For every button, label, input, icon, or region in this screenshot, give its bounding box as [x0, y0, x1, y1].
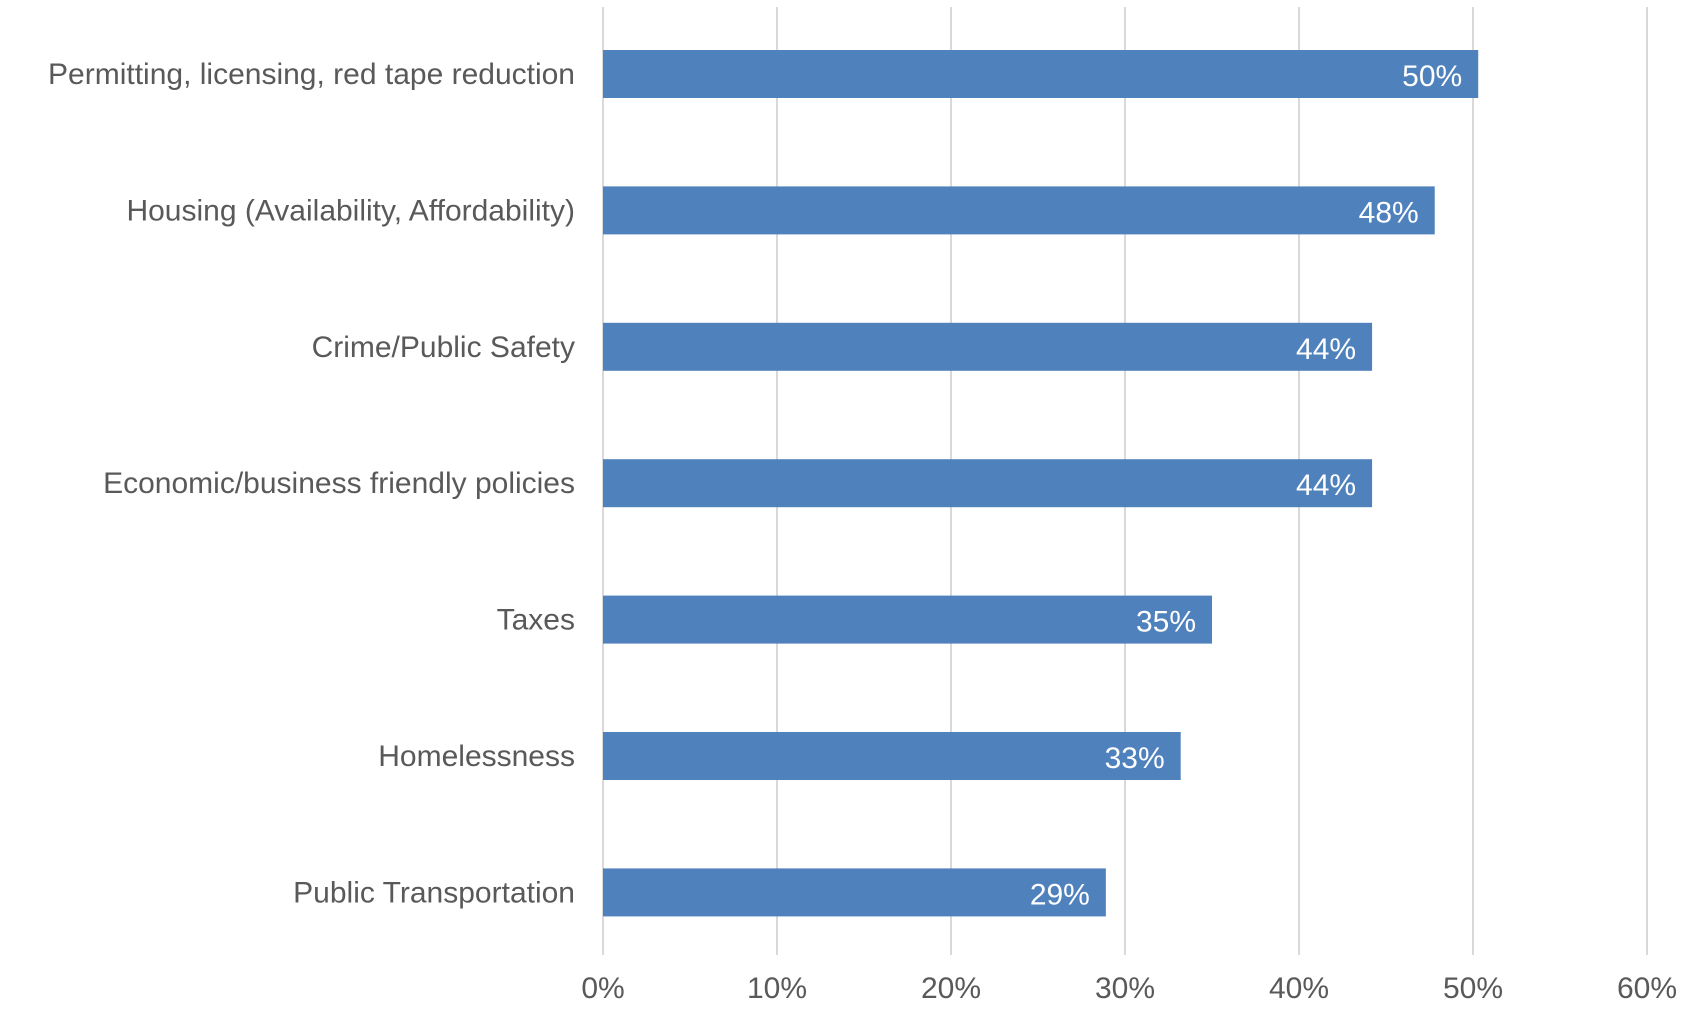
- data-label: 33%: [1105, 742, 1165, 775]
- bars: [603, 50, 1479, 917]
- x-tick-label: 30%: [1095, 972, 1155, 1005]
- x-tick-label: 40%: [1269, 972, 1329, 1005]
- category-label: Public Transportation: [293, 876, 575, 909]
- x-tick-label: 20%: [921, 972, 981, 1005]
- x-tick-label: 50%: [1443, 972, 1503, 1005]
- data-label: 44%: [1296, 333, 1356, 366]
- x-axis-tick-labels: 0% 10% 20% 30% 40% 50% 60%: [581, 972, 1677, 1005]
- bar: [603, 868, 1106, 917]
- x-tick-label: 60%: [1617, 972, 1677, 1005]
- bar: [603, 322, 1373, 371]
- category-label: Taxes: [497, 604, 575, 637]
- x-tick-label: 10%: [747, 972, 807, 1005]
- data-label: 44%: [1296, 469, 1356, 502]
- data-labels: 50% 48% 44% 44% 35% 33% 29%: [1030, 60, 1462, 911]
- category-labels: Permitting, licensing, red tape reductio…: [48, 58, 575, 909]
- category-label: Crime/Public Safety: [312, 331, 575, 364]
- category-label: Housing (Availability, Affordability): [126, 194, 575, 227]
- x-tick-label: 0%: [581, 972, 624, 1005]
- bar: [603, 186, 1435, 235]
- bar: [603, 732, 1181, 780]
- data-label: 48%: [1359, 196, 1419, 229]
- bar: [603, 459, 1373, 508]
- data-label: 50%: [1402, 60, 1462, 93]
- category-label: Permitting, licensing, red tape reductio…: [48, 58, 575, 91]
- category-label: Homelessness: [378, 740, 575, 773]
- bar: [603, 50, 1479, 98]
- category-label: Economic/business friendly policies: [103, 467, 575, 500]
- data-label: 35%: [1136, 606, 1196, 639]
- bar: [603, 595, 1212, 644]
- data-label: 29%: [1030, 878, 1090, 911]
